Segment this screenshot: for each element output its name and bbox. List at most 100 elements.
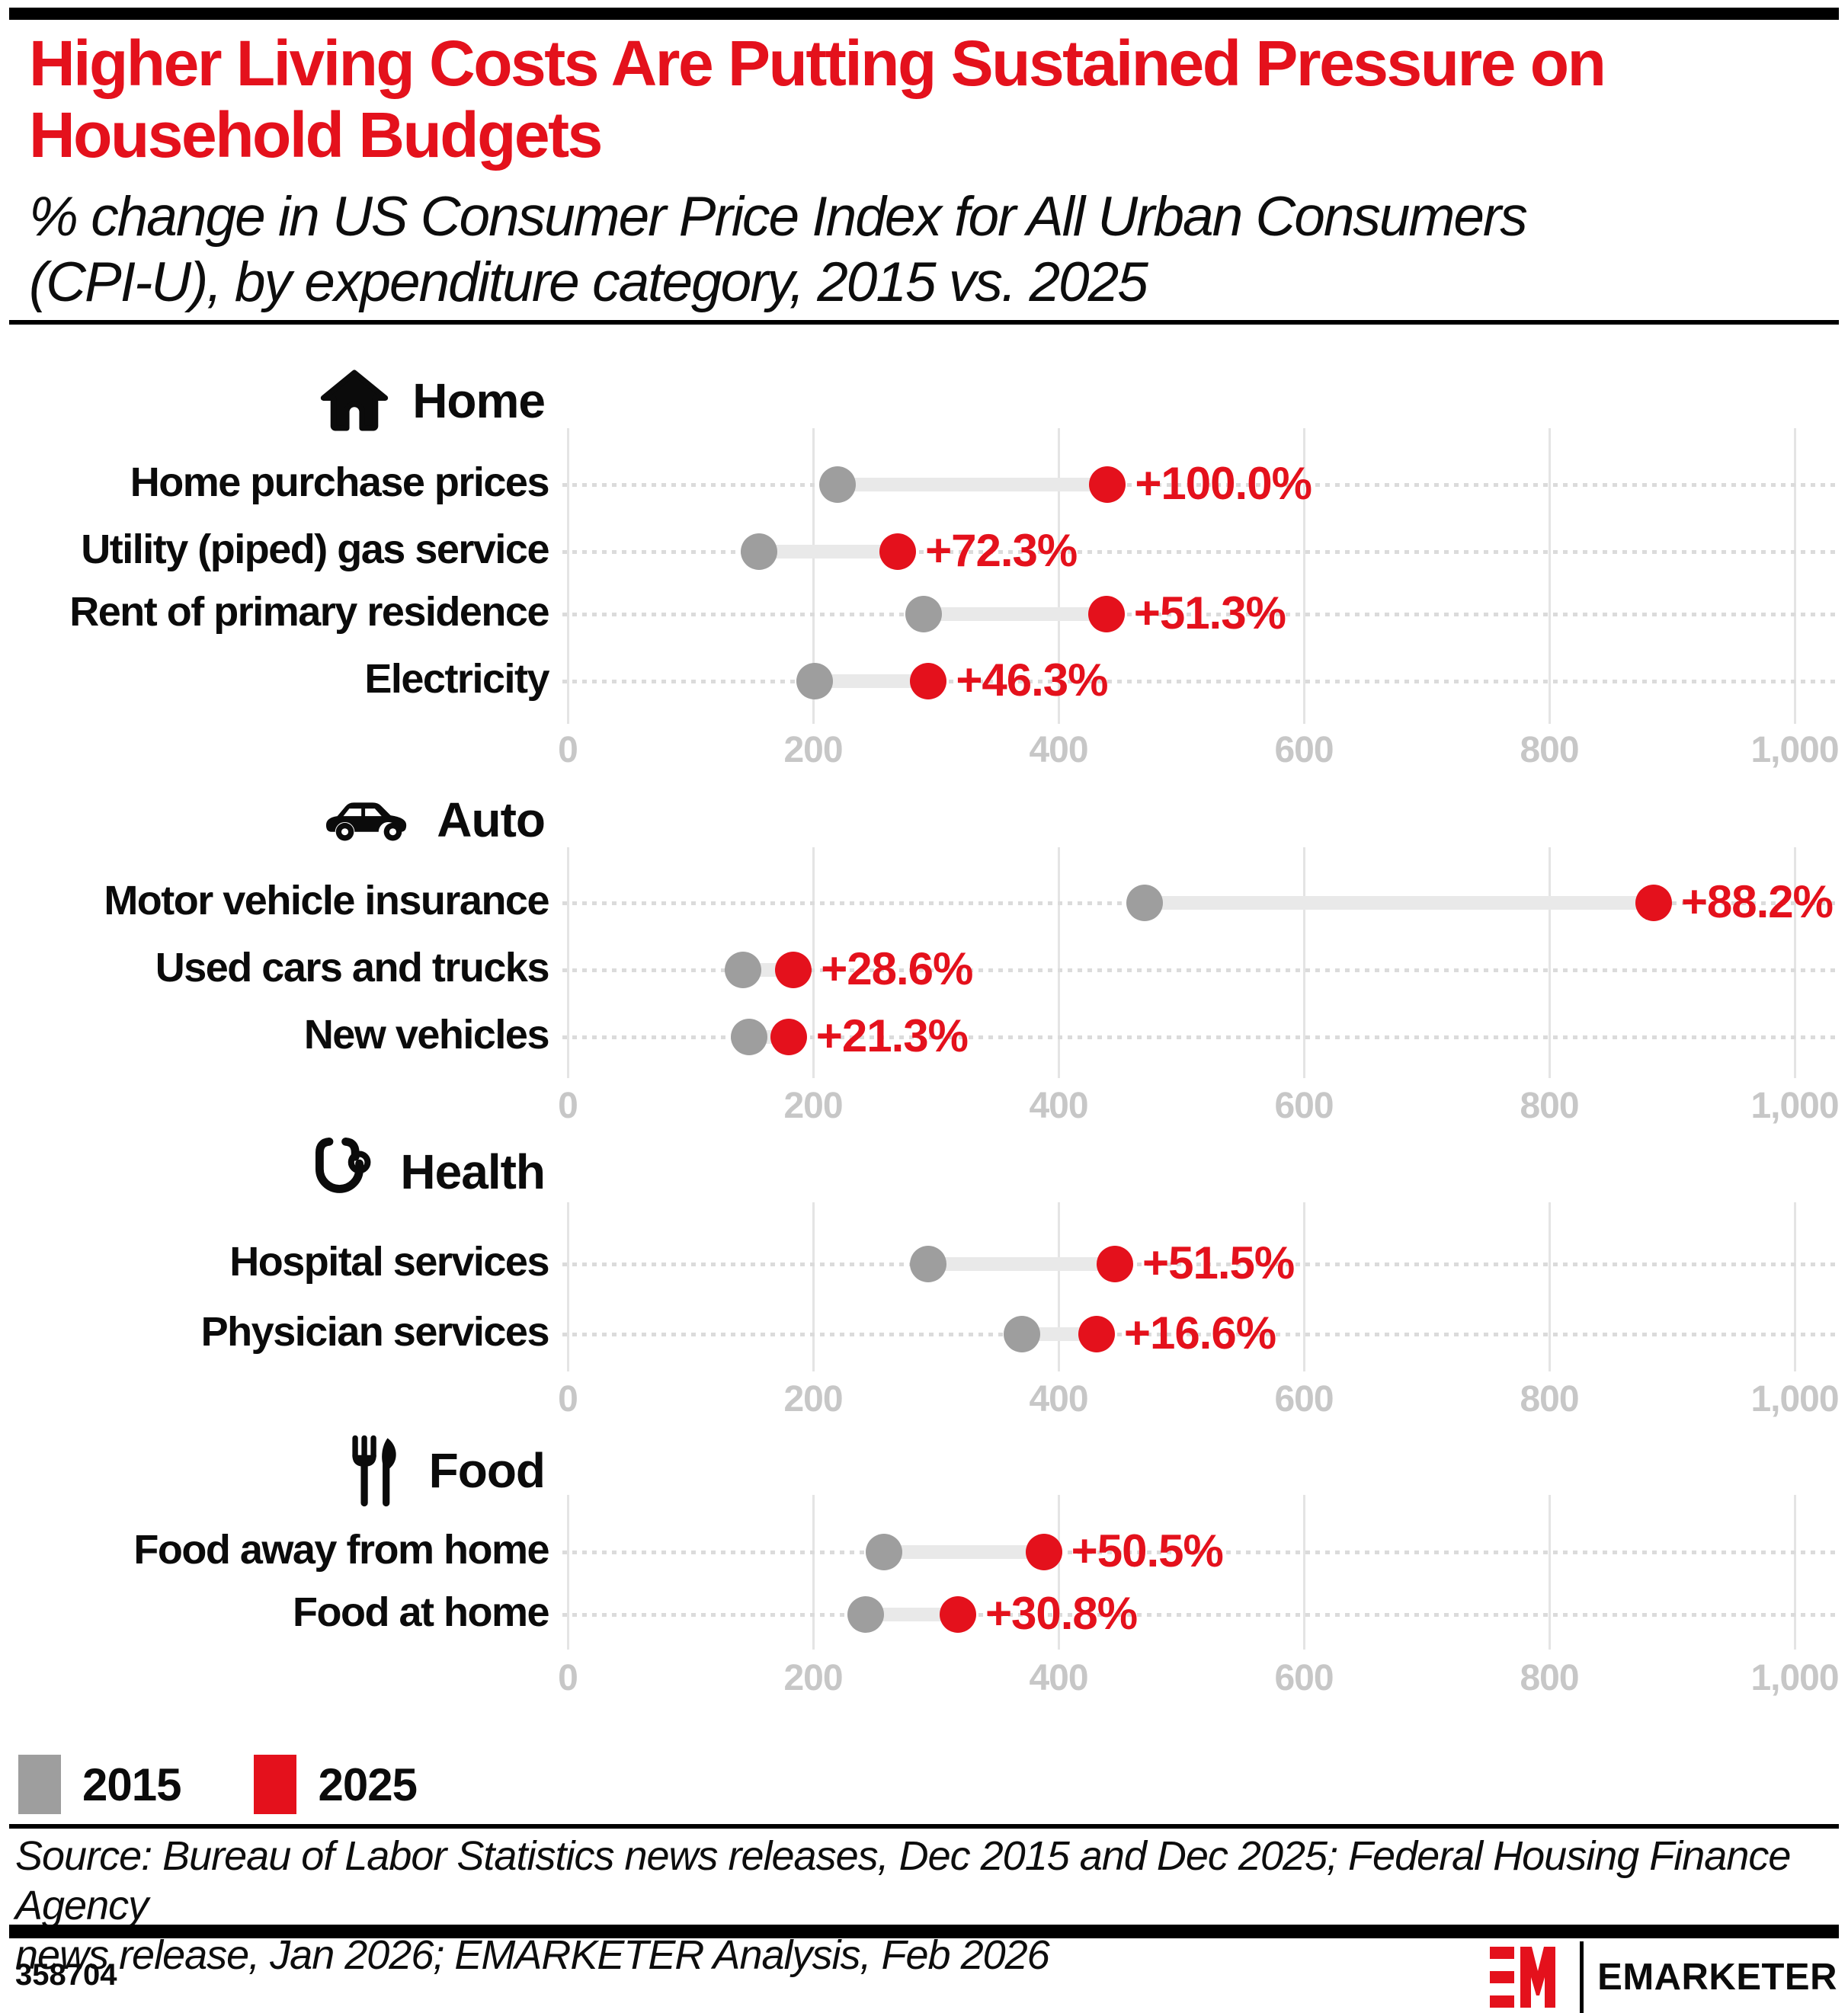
axis-tick-1000: 1,000 [1750, 730, 1839, 770]
gridline-800 [1548, 1202, 1551, 1371]
axis-tick-1000: 1,000 [1750, 1086, 1839, 1126]
dot-2025 [1089, 466, 1126, 503]
dumbbell-connector [866, 1608, 958, 1621]
legend: 2015 2025 [18, 1755, 418, 1814]
page-title: Higher Living Costs Are Putting Sustaine… [29, 27, 1606, 171]
dot-2025 [910, 663, 947, 699]
gridline-800 [1548, 428, 1551, 724]
axis-tick-400: 400 [1029, 730, 1088, 770]
em-logo-mark [1490, 1947, 1556, 2008]
axis-tick-1000: 1,000 [1750, 1379, 1839, 1419]
axis-tick-400: 400 [1029, 1086, 1088, 1126]
house-icon [319, 366, 389, 436]
gridline-400 [1057, 428, 1060, 724]
legend-swatch-2025 [254, 1755, 297, 1814]
row-label: Rent of primary residence [69, 589, 549, 635]
gridline-1000 [1793, 1495, 1796, 1650]
dot-2015 [910, 1246, 947, 1282]
change-label: +28.6% [821, 943, 973, 994]
gridline-1000 [1793, 847, 1796, 1078]
change-label: +51.5% [1142, 1237, 1295, 1288]
gridline-200 [812, 1202, 815, 1371]
axis-tick-800: 800 [1520, 1086, 1579, 1126]
dot-2015 [1126, 885, 1163, 921]
gridline-600 [1302, 847, 1305, 1078]
legend-swatch-2015 [18, 1755, 61, 1814]
dot-2025 [1087, 596, 1125, 632]
axis-tick-400: 400 [1029, 1379, 1088, 1419]
legend-label: 2015 [82, 1759, 181, 1810]
change-label: +88.2% [1680, 876, 1834, 927]
gridline-200 [812, 428, 815, 724]
gridline-600 [1302, 1202, 1305, 1371]
divider-top [9, 320, 1839, 325]
axis-tick-600: 600 [1274, 1658, 1334, 1698]
row-label: Food at home [293, 1589, 549, 1635]
dumbbell-connector [923, 607, 1107, 621]
axis-tick-0: 0 [558, 1379, 578, 1419]
dot-2025 [939, 1596, 976, 1633]
gridline-0 [566, 1495, 569, 1650]
gridline-1000 [1793, 1202, 1796, 1371]
row-leader-line [562, 1333, 1837, 1336]
axis-tick-200: 200 [783, 1086, 843, 1126]
gridline-600 [1302, 428, 1305, 724]
dot-2015 [866, 1534, 903, 1570]
row-leader-line [562, 1035, 1837, 1039]
change-label: +21.3% [815, 1010, 969, 1061]
axis-tick-800: 800 [1520, 1658, 1579, 1698]
gridline-200 [812, 847, 815, 1078]
legend-label: 2025 [318, 1759, 417, 1810]
car-icon [324, 785, 414, 855]
page-subtitle: % change in US Consumer Price Index for … [29, 186, 1528, 314]
gridline-800 [1548, 1495, 1551, 1650]
dot-2025 [1025, 1534, 1062, 1570]
gridline-600 [1302, 1495, 1305, 1650]
dumbbell-connector [759, 545, 898, 558]
dot-2025 [1078, 1316, 1115, 1352]
stethoscope-icon [309, 1135, 377, 1208]
row-leader-line [562, 1263, 1837, 1266]
dot-2015 [731, 1019, 768, 1055]
axis-tick-0: 0 [558, 730, 578, 770]
gridline-0 [566, 1202, 569, 1371]
section-title: Health [400, 1144, 546, 1199]
axis-tick-0: 0 [558, 1086, 578, 1126]
dumbbell-connector [814, 674, 929, 688]
axis-tick-200: 200 [783, 1379, 843, 1419]
change-label: +72.3% [925, 525, 1078, 576]
row-label: Food away from home [133, 1527, 549, 1573]
change-label: +46.3% [956, 654, 1108, 706]
gridline-0 [566, 428, 569, 724]
row-leader-line [562, 613, 1837, 616]
row-leader-line [562, 1613, 1837, 1617]
top-accent-bar [9, 8, 1839, 20]
dot-2025 [775, 952, 812, 988]
section-title: Home [412, 373, 546, 428]
dot-2015 [725, 952, 762, 988]
axis-tick-600: 600 [1274, 1086, 1334, 1126]
row-leader-line [562, 483, 1837, 487]
row-label: Used cars and trucks [155, 945, 550, 990]
section-header-auto: Auto [324, 783, 546, 856]
row-label: New vehicles [303, 1012, 550, 1058]
row-leader-line [562, 550, 1837, 554]
axis-tick-1000: 1,000 [1750, 1658, 1839, 1698]
logo-divider [1580, 1941, 1584, 2013]
dumbbell-connector [928, 1257, 1116, 1271]
gridline-800 [1548, 847, 1551, 1078]
dot-2025 [1097, 1246, 1134, 1282]
footer-bar [9, 1925, 1839, 1938]
section-header-home: Home [319, 364, 546, 437]
section-title: Auto [437, 792, 546, 847]
dot-2015 [741, 533, 778, 570]
fork-knife-icon [342, 1434, 406, 1507]
gridline-0 [566, 847, 569, 1078]
section-title: Food [428, 1443, 546, 1498]
gridline-200 [812, 1495, 815, 1650]
dumbbell-connector [838, 478, 1108, 491]
gridline-400 [1057, 1495, 1060, 1650]
row-leader-line [562, 1551, 1837, 1554]
row-label: Hospital services [229, 1239, 549, 1285]
dot-2015 [905, 596, 942, 632]
